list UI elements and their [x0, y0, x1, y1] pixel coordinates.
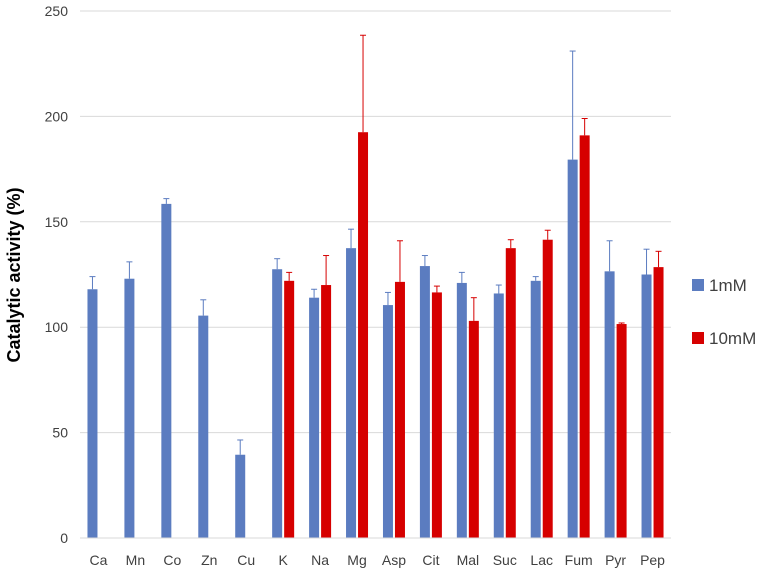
bar-1mM-Pyr: [604, 271, 615, 538]
x-tick-label: Fum: [565, 552, 593, 568]
bar-10mM-Na: [321, 285, 332, 538]
y-tick-label: 150: [45, 214, 69, 230]
y-tick-label: 50: [52, 425, 68, 441]
y-tick-label: 0: [60, 530, 68, 546]
x-tick-label: Na: [311, 552, 329, 568]
bar-10mM-Pyr: [616, 324, 627, 538]
bar-1mM-Fum: [567, 159, 578, 538]
x-tick-label: Asp: [382, 552, 406, 568]
bar-10mM-K: [284, 280, 295, 538]
x-tick-label: K: [278, 552, 288, 568]
bar-10mM-Fum: [579, 135, 590, 538]
error-bars: [89, 34, 662, 455]
x-tick-label: Suc: [493, 552, 517, 568]
x-tick-label: Pep: [640, 552, 665, 568]
x-tick-label: Lac: [530, 552, 553, 568]
x-axis-ticks: Ca Mn Co Zn Cu K Na Mg Asp Cit Mal Suc Lac Fum Pyr Pep: [90, 552, 666, 568]
legend-label-10mM: 10mM: [709, 329, 756, 348]
y-tick-label: 200: [45, 108, 69, 124]
bars: [87, 132, 664, 538]
x-tick-label: Co: [163, 552, 181, 568]
bar-1mM-Co: [161, 203, 172, 538]
y-axis-ticks: 0 50 100 150 200 250: [45, 3, 69, 546]
y-tick-label: 250: [45, 3, 69, 19]
x-tick-label: Mg: [347, 552, 366, 568]
y-tick-label: 100: [45, 319, 69, 335]
bar-10mM-Lac: [542, 239, 553, 538]
bar-1mM-K: [272, 269, 283, 538]
bar-10mM-Pep: [653, 267, 664, 538]
bar-10mM-Mg: [358, 132, 369, 538]
bar-10mM-Asp: [394, 281, 405, 538]
bar-1mM-Na: [309, 297, 320, 538]
bar-1mM-Cit: [419, 266, 430, 538]
bar-1mM-Suc: [493, 293, 504, 538]
x-tick-label: Mal: [457, 552, 480, 568]
bar-1mM-Ca: [87, 289, 98, 538]
legend-label-1mM: 1mM: [709, 276, 747, 295]
bar-1mM-Zn: [198, 315, 209, 538]
bar-10mM-Cit: [431, 292, 442, 538]
legend-swatch-1mM: [692, 279, 704, 291]
bar-1mM-Cu: [235, 454, 246, 538]
y-axis-label: Catalytic activity (%): [4, 187, 24, 362]
bar-10mM-Suc: [505, 248, 516, 538]
x-tick-label: Mn: [126, 552, 145, 568]
legend-swatch-10mM: [692, 332, 704, 344]
x-tick-label: Zn: [201, 552, 217, 568]
x-tick-label: Cu: [237, 552, 255, 568]
bar-1mM-Mal: [456, 282, 467, 538]
x-tick-label: Cit: [422, 552, 439, 568]
x-tick-label: Pyr: [605, 552, 626, 568]
bar-1mM-Mg: [346, 248, 357, 538]
bar-1mM-Mn: [124, 278, 135, 538]
bar-1mM-Pep: [641, 274, 652, 538]
bar-1mM-Lac: [530, 280, 541, 538]
x-tick-label: Ca: [90, 552, 108, 568]
bar-10mM-Mal: [468, 320, 479, 538]
legend: 1mM 10mM: [692, 276, 756, 348]
bar-1mM-Asp: [382, 305, 393, 538]
